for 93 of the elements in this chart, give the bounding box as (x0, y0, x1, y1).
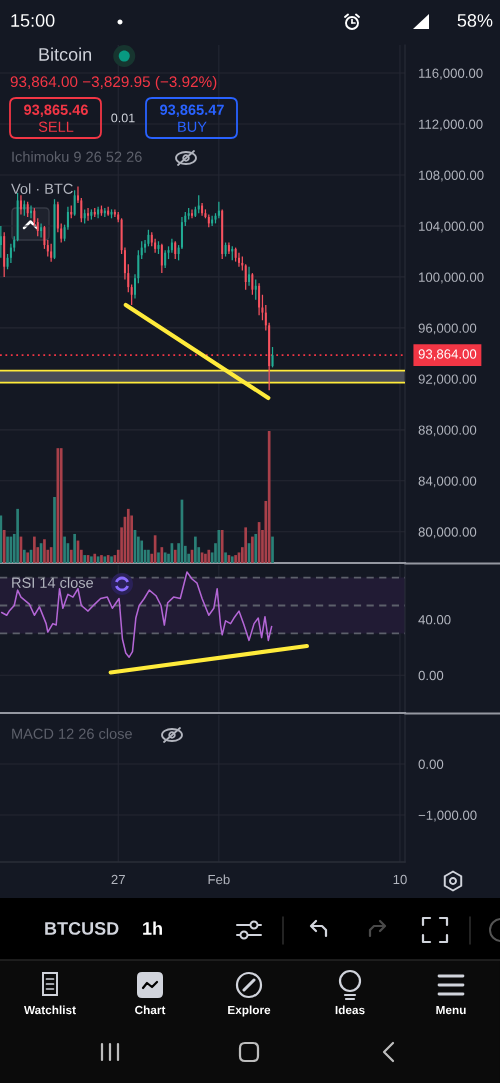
candlestick (40, 222, 43, 239)
bar (16, 508, 19, 563)
candlestick (244, 263, 247, 291)
text: Ideas (335, 1005, 365, 1015)
text: MACD 12 26 close (12, 728, 132, 739)
candlestick (73, 189, 76, 217)
bar (43, 539, 46, 563)
text: 15:00 (11, 14, 55, 27)
candlestick (248, 266, 251, 287)
text: Watchlist (24, 1005, 76, 1015)
bar (22, 549, 26, 563)
x-tick-label: 10 (393, 874, 407, 885)
bar (224, 552, 227, 563)
y-tick-label: −1,000.00 (418, 810, 477, 822)
annotation: 93,865.46 (24, 104, 88, 118)
bar (163, 552, 167, 563)
candlestick (0, 225, 2, 259)
y-tick-label: 92,000.00 (418, 374, 477, 386)
y-tick-label: 100,000.00 (419, 272, 484, 284)
bar (254, 533, 258, 563)
candlestick (224, 241, 227, 258)
y-tick-label: 104,000.00 (419, 221, 484, 233)
text: 93,864.00 −3,829.95 (−3.92%) (10, 75, 217, 91)
annotation: SELL (38, 121, 74, 132)
bar (244, 527, 248, 563)
bar (33, 536, 36, 563)
text: Chart (135, 1005, 166, 1015)
candlestick (87, 207, 90, 222)
bar (204, 553, 207, 563)
x-tick-label: 27 (111, 874, 125, 885)
candlestick (100, 204, 103, 217)
text: RSI 14 close (12, 577, 94, 588)
candlestick (157, 240, 160, 255)
bar (194, 536, 197, 563)
bar (147, 549, 150, 563)
y-tick-label: 112,000.00 (419, 119, 483, 131)
y-tick-label: 84,000.00 (418, 476, 477, 488)
y-tick-label: 0.00 (418, 759, 444, 769)
text: Menu (436, 1005, 466, 1015)
bar (69, 549, 73, 563)
y-tick-label: 40.00 (418, 615, 451, 625)
y-tick-label: 0.00 (418, 670, 444, 681)
bar (234, 555, 237, 563)
y-tick-label: 96,000.00 (418, 323, 477, 335)
annotation: BUY (178, 121, 207, 132)
candlestick (9, 243, 12, 264)
bar (160, 547, 164, 563)
bar (2, 530, 6, 563)
bar (90, 556, 93, 563)
bar (140, 540, 144, 563)
text: BTCUSD (45, 922, 119, 935)
y-tick-label: 88,000.00 (418, 425, 477, 437)
annotation: 0.01 (111, 113, 135, 123)
bar (173, 549, 177, 563)
bar (126, 508, 130, 563)
candlestick (160, 243, 163, 274)
candlestick (43, 225, 46, 250)
text: Explore (228, 1005, 271, 1017)
candlestick (271, 346, 274, 369)
candlestick (90, 208, 93, 221)
bar (6, 536, 9, 563)
bar (157, 552, 160, 563)
candlestick (217, 201, 220, 219)
candlestick (144, 239, 147, 254)
y-tick-label: 108,000.00 (419, 170, 484, 182)
bar (63, 536, 66, 563)
text: 58% (457, 14, 493, 27)
candlestick (254, 278, 257, 301)
candlestick (237, 252, 240, 268)
candlestick (53, 198, 56, 260)
annotation: Ichimoku 9 26 52 26 (12, 151, 142, 162)
text: 1h (143, 921, 162, 935)
x-tick-label: Feb (208, 874, 230, 885)
bar (271, 536, 274, 563)
bar (100, 555, 103, 563)
ref-line-label: 93,864.00 (418, 349, 477, 361)
candlestick (50, 243, 53, 263)
chart-title: Bitcoin (39, 47, 92, 61)
bar (110, 556, 113, 563)
bar (267, 431, 271, 563)
candlestick (130, 283, 133, 306)
candlestick (19, 194, 22, 216)
candlestick (258, 282, 261, 316)
y-tick-label: 116,000.00 (419, 68, 483, 80)
bar (0, 515, 3, 563)
bar (73, 533, 76, 563)
y-tick-label: 80,000.00 (418, 527, 477, 539)
annotation: 93,865.47 (160, 104, 224, 118)
chart-title: Vol · BTC (11, 183, 73, 194)
candlestick (264, 304, 267, 332)
candlestick (251, 272, 254, 296)
bar (251, 536, 254, 563)
bar (53, 497, 56, 563)
